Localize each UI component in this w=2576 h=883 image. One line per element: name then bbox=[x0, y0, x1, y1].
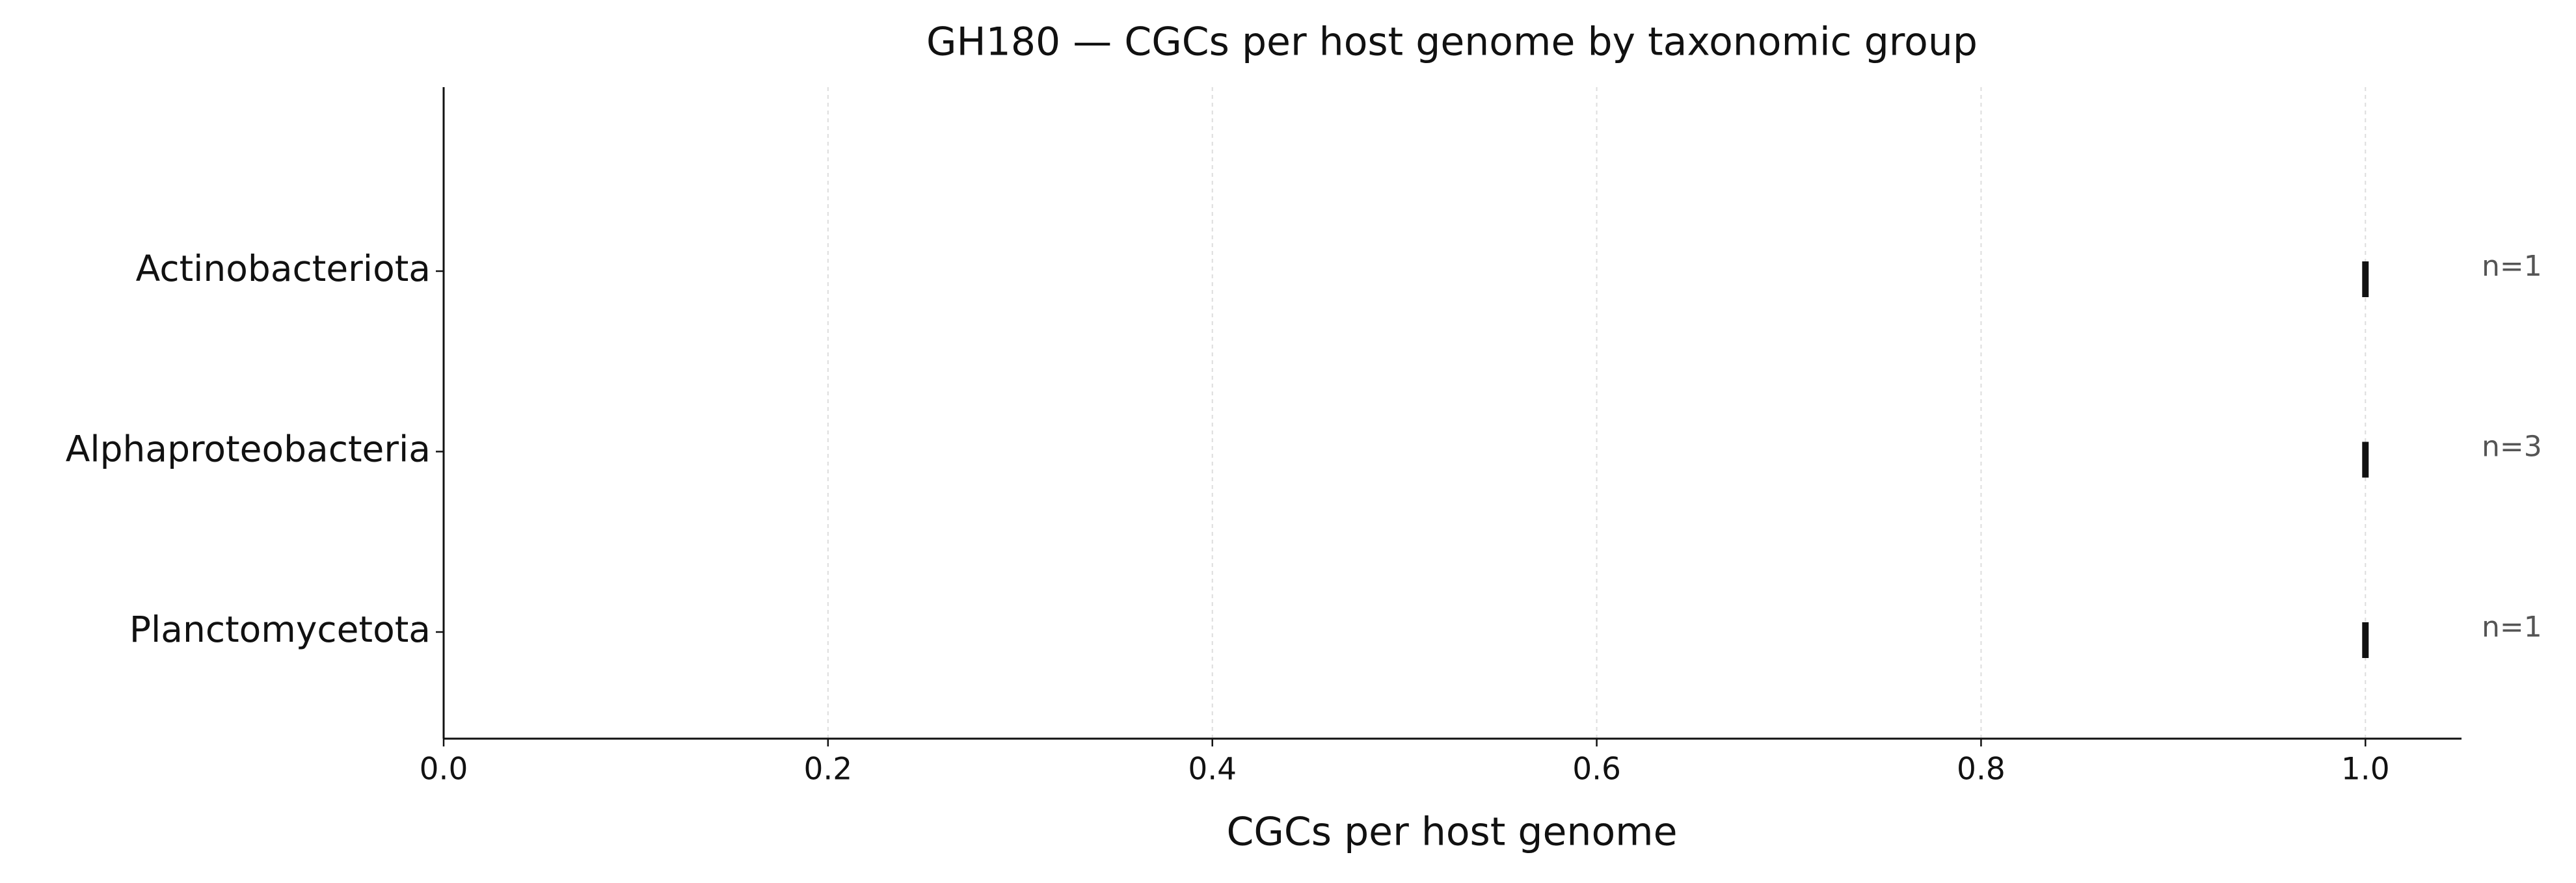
chart-title: GH180 — CGCs per host genome by taxonomi… bbox=[926, 20, 1978, 65]
x-tick-label: 0.6 bbox=[1572, 752, 1621, 787]
x-axis-label: CGCs per host genome bbox=[1226, 810, 1677, 855]
count-annotation: n=1 bbox=[2482, 611, 2542, 644]
count-annotation: n=1 bbox=[2482, 250, 2542, 283]
y-tick-label: Alphaproteobacteria bbox=[66, 428, 431, 470]
x-tick-label: 1.0 bbox=[2341, 752, 2390, 787]
x-tick-label: 0.0 bbox=[420, 752, 468, 787]
x-tick-label: 0.2 bbox=[803, 752, 852, 787]
x-tick-label: 0.4 bbox=[1188, 752, 1237, 787]
count-annotation: n=3 bbox=[2482, 430, 2542, 464]
x-tick-label: 0.8 bbox=[1957, 752, 2006, 787]
y-tick-label: Actinobacteriota bbox=[136, 248, 431, 289]
y-tick-label: Planctomycetota bbox=[129, 609, 431, 650]
